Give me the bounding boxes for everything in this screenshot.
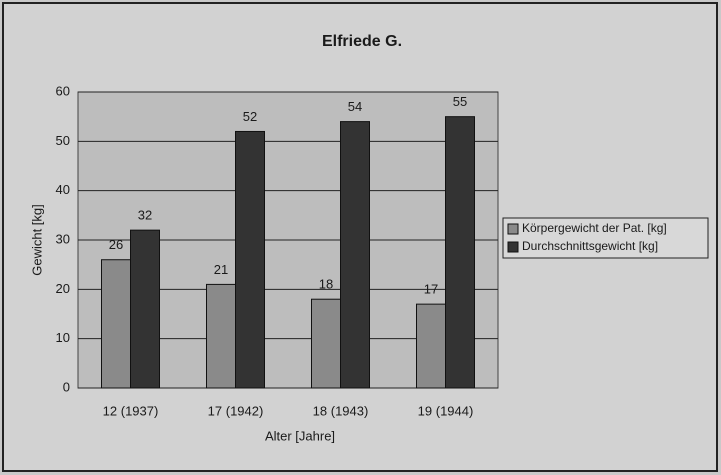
x-tick-label: 18 (1943)	[313, 403, 369, 418]
legend-label: Körpergewicht der Pat. [kg]	[522, 221, 667, 235]
x-tick-label: 17 (1942)	[208, 403, 264, 418]
y-tick-label: 10	[56, 330, 70, 345]
data-label: 52	[243, 109, 257, 124]
y-tick-label: 20	[56, 281, 70, 296]
legend-swatch	[507, 223, 519, 235]
data-label: 17	[424, 282, 438, 297]
bar	[340, 121, 370, 389]
bar	[416, 303, 446, 389]
chart-title: Elfriede G.	[322, 33, 402, 50]
x-tick-label: 19 (1944)	[418, 403, 474, 418]
y-tick-label: 30	[56, 231, 70, 246]
y-tick-label: 50	[56, 133, 70, 148]
x-tick-label: 12 (1937)	[103, 403, 159, 418]
data-label: 21	[214, 262, 228, 277]
data-label: 32	[138, 208, 152, 223]
bar	[235, 130, 265, 389]
y-tick-label: 0	[63, 379, 70, 394]
data-label: 26	[109, 237, 123, 252]
y-tick-label: 40	[56, 182, 70, 197]
data-label: 55	[453, 94, 467, 109]
y-axis-label: Gewicht [kg]	[29, 204, 44, 276]
bar	[445, 116, 475, 389]
bar	[206, 283, 236, 389]
legend-swatch	[507, 241, 519, 253]
bar	[311, 298, 341, 389]
y-tick-label: 60	[56, 83, 70, 98]
legend-box	[502, 217, 709, 259]
bar	[130, 229, 160, 389]
x-axis-label: Alter [Jahre]	[265, 428, 335, 443]
bar	[101, 259, 131, 389]
data-label: 54	[348, 99, 362, 114]
legend-label: Durchschnittsgewicht [kg]	[522, 239, 658, 253]
data-label: 18	[319, 277, 333, 292]
